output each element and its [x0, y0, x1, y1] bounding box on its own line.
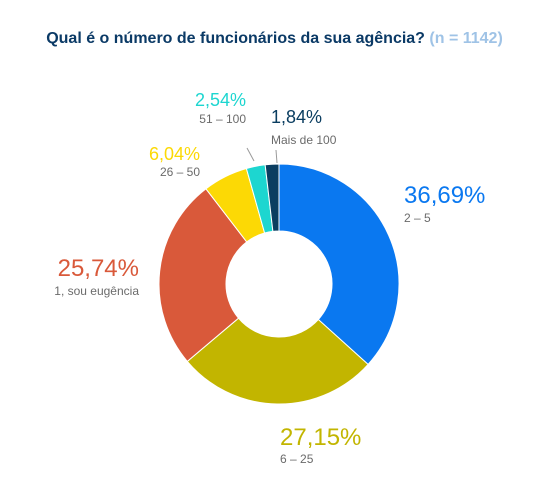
data-label-1: 36,69% [404, 182, 485, 209]
data-label-5: 2,54% [195, 90, 246, 110]
leader-line-5 [246, 147, 255, 162]
slice-3-1-sou-eug-ncia [158, 188, 248, 363]
leader-line-6 [275, 149, 278, 164]
category-label-3: 1, sou eugência [54, 284, 139, 298]
chart-title-text: Qual é o número de funcionários da sua a… [46, 30, 425, 47]
data-label-4: 6,04% [149, 144, 200, 164]
chart-sample-size: (n = 1142) [429, 30, 503, 47]
slice-2-6-25 [186, 317, 369, 405]
data-label-3: 25,74% [58, 255, 139, 282]
slice-6-mais-de-100 [264, 163, 280, 232]
category-label-6: Mais de 100 [271, 133, 337, 147]
slice-1-2-5 [278, 163, 400, 366]
category-label-4: 26 – 50 [160, 165, 200, 179]
chart-title: Qual é o número de funcionários da sua a… [0, 30, 549, 48]
data-label-2: 27,15% [280, 424, 361, 451]
category-label-1: 2 – 5 [404, 211, 431, 225]
category-label-5: 51 – 100 [199, 112, 246, 126]
category-label-2: 6 – 25 [280, 452, 314, 466]
data-label-6: 1,84% [271, 107, 322, 127]
